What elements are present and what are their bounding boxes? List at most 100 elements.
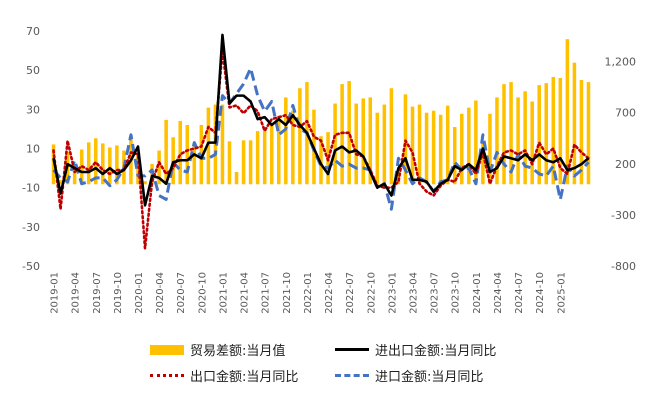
legend-item-export-yoy: 出口金额:当月同比 — [150, 366, 298, 385]
bar-trade-balance-2021-08 — [269, 125, 274, 185]
right-tick-label: 700 — [615, 107, 636, 120]
right-axis-ticks: 1,200 700 200 -300 -800 — [605, 56, 637, 273]
bar-trade-balance-2023-08 — [438, 114, 443, 185]
x-tick-label: 2020-04 — [155, 272, 166, 314]
bar-trade-balance-2019-10 — [115, 145, 119, 185]
bar-trade-balance-2022-03 — [319, 136, 323, 185]
legend-item-import-yoy: 进口金额:当月同比 — [335, 366, 483, 385]
bar-trade-balance-2019-08 — [101, 143, 105, 185]
x-tick-label: 2025-01 — [556, 272, 567, 314]
right-tick-label: 200 — [615, 158, 636, 171]
bar-trade-balance-2019-06 — [86, 142, 91, 185]
bar-trade-balance-2020-05 — [164, 119, 168, 185]
x-tick-label: 2024-07 — [514, 272, 525, 314]
left-tick-label: 50 — [26, 64, 40, 77]
x-tick-label: 2019-07 — [92, 272, 103, 314]
bar-trade-balance-2024-09 — [530, 101, 534, 185]
bar-trade-balance-2025-03 — [572, 62, 577, 185]
bar-trade-balance-2024-01 — [474, 100, 478, 185]
left-tick-label: 30 — [26, 103, 40, 116]
x-tick-label: 2021-10 — [282, 272, 293, 314]
bar-trade-balance-2024-05 — [502, 84, 506, 185]
yoy-lines — [52, 33, 590, 250]
right-tick-label: -800 — [611, 260, 636, 273]
x-tick-label: 2023-10 — [451, 272, 462, 314]
bar-trade-balance-2020-02 — [143, 181, 147, 185]
bar-trade-balance-2021-07 — [262, 127, 267, 185]
legend-swatch-bar — [150, 344, 184, 355]
bar-trade-balance-2019-04 — [72, 165, 77, 185]
line-dotted-series — [52, 49, 590, 250]
x-tick-label: 2023-01 — [387, 272, 398, 314]
bar-trade-balance-2020-10 — [199, 125, 204, 185]
bar-trade-balance-2022-08 — [354, 103, 358, 185]
x-tick-label: 2024-10 — [535, 272, 546, 314]
bar-trade-balance-2022-06 — [340, 84, 344, 185]
bar-trade-balance-2020-08 — [185, 125, 190, 185]
x-tick-label: 2023-07 — [430, 272, 441, 314]
bar-trade-balance-2023-01 — [389, 88, 394, 185]
bar-trade-balance-2023-06 — [424, 112, 429, 185]
bar-trade-balance-2021-12 — [298, 88, 302, 185]
bar-trade-balance-2019-07 — [93, 138, 98, 185]
x-tick-label: 2021-01 — [218, 272, 229, 314]
bar-trade-balance-2021-03 — [234, 172, 239, 185]
x-tick-label: 2024-04 — [493, 272, 504, 314]
bar-trade-balance-2020-01 — [136, 155, 140, 185]
right-tick-label: -300 — [611, 209, 636, 222]
x-tick-label: 2023-04 — [409, 272, 420, 314]
legend-swatch-dotted-line — [150, 374, 184, 377]
bar-trade-balance-2020-04 — [157, 150, 161, 185]
left-tick-label: -10 — [22, 182, 40, 195]
bar-trade-balance-2025-01 — [558, 78, 563, 185]
x-tick-label: 2022-01 — [303, 272, 314, 314]
bar-trade-balance-2023-10 — [452, 127, 457, 185]
left-tick-label: -50 — [22, 260, 40, 273]
legend-item-total-yoy: 进出口金额:当月同比 — [335, 340, 496, 359]
x-tick-label: 2019-04 — [71, 272, 82, 314]
bar-trade-balance-2022-11 — [375, 112, 380, 185]
bar-trade-balance-2021-05 — [248, 140, 253, 185]
left-axis-ticks: 70 50 30 10 -10 -30 -50 — [22, 25, 40, 273]
bar-trade-balance-2025-02 — [565, 39, 570, 185]
bar-trade-balance-2024-11 — [544, 83, 549, 185]
bar-trade-balance-2019-09 — [108, 147, 112, 185]
bar-trade-balance-2021-06 — [255, 131, 260, 185]
bar-trade-balance-2021-04 — [241, 140, 246, 185]
x-tick-label: 2020-07 — [176, 272, 187, 314]
bar-trade-balance-2023-11 — [460, 113, 464, 185]
bar-trade-balance-2024-07 — [516, 97, 520, 185]
legend-swatch-solid-line — [335, 348, 369, 351]
bar-trade-balance-2024-02 — [481, 143, 485, 185]
bar-trade-balance-2019-02 — [58, 180, 63, 185]
bar-trade-balance-2023-03 — [403, 94, 408, 185]
legend-label-trade-balance: 贸易差额:当月值 — [190, 344, 286, 359]
bar-trade-balance-2024-12 — [551, 76, 556, 185]
x-tick-label: 2020-01 — [134, 272, 145, 314]
bar-trade-balance-2022-10 — [368, 97, 373, 185]
bar-trade-balance-2023-07 — [431, 110, 436, 185]
bar-trade-balance-2024-08 — [523, 91, 527, 185]
bar-trade-balance-2020-11 — [206, 107, 211, 185]
left-tick-label: 10 — [26, 143, 40, 156]
bar-trade-balance-2022-09 — [361, 98, 365, 185]
bar-trade-balance-2020-09 — [192, 146, 197, 185]
bar-trade-balance-2021-10 — [284, 97, 288, 185]
left-tick-label: 70 — [26, 25, 40, 38]
x-tick-label: 2021-07 — [261, 272, 272, 314]
bar-trade-balance-2023-05 — [417, 104, 422, 185]
x-tick-label: 2019-10 — [113, 272, 124, 314]
bar-trade-balance-2020-07 — [178, 120, 182, 185]
legend-label-total-yoy: 进出口金额:当月同比 — [375, 344, 497, 359]
bar-trade-balance-2023-04 — [410, 106, 415, 185]
bar-trade-balance-2024-06 — [509, 82, 513, 185]
x-tick-label: 2022-04 — [324, 272, 335, 314]
legend-label-import-yoy: 进口金额:当月同比 — [375, 370, 484, 385]
x-axis-ticks: 2019-01 2019-04 2019-07 2019-10 2020-01 2020-… — [50, 272, 568, 314]
line-solid-series — [52, 33, 590, 207]
bar-trade-balance-2022-05 — [333, 103, 337, 185]
x-tick-label: 2020-10 — [197, 272, 208, 314]
legend-item-trade-balance: 贸易差额:当月值 — [150, 340, 285, 359]
bar-trade-balance-2021-02 — [227, 141, 232, 185]
x-tick-label: 2022-07 — [345, 272, 356, 314]
